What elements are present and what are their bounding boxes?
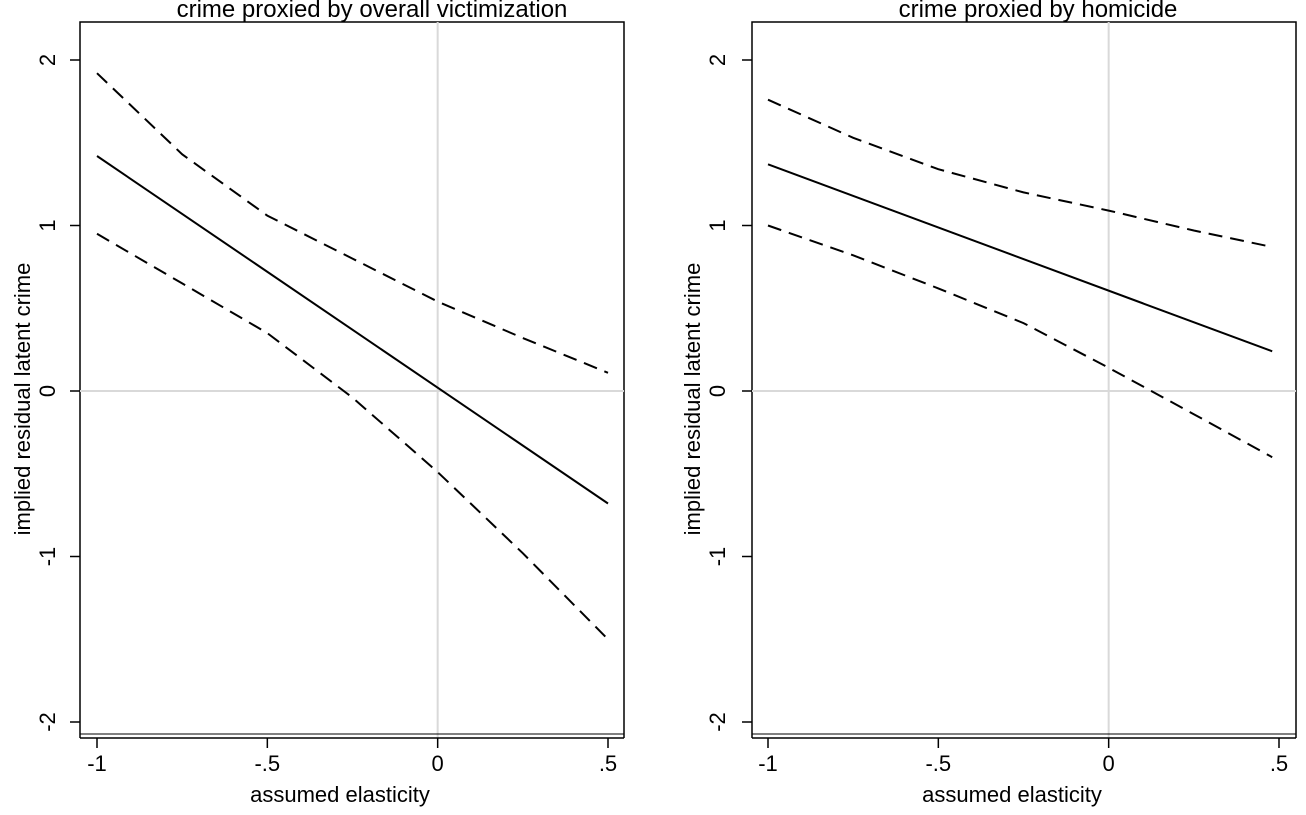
chart-title: crime proxied by overall victimization bbox=[177, 0, 568, 23]
y-tick-label: -2 bbox=[35, 712, 60, 732]
y-tick-label: 0 bbox=[35, 385, 60, 397]
chart-title: crime proxied by homicide bbox=[899, 0, 1178, 23]
plot-frame bbox=[751, 21, 1297, 738]
chart-panel-2: -1 -.5 0 .5 -2 -1 0 1 2 crime proxied by homicide… bbox=[680, 0, 1297, 807]
point-estimate-line bbox=[96, 155, 609, 505]
x-tick-label: -.5 bbox=[254, 751, 280, 776]
y-tick-label: -2 bbox=[705, 712, 730, 732]
x-tick-label: -.5 bbox=[925, 751, 951, 776]
confidence-band-line bbox=[96, 232, 609, 641]
confidence-band-line bbox=[767, 224, 1273, 459]
y-tick-label: -1 bbox=[35, 547, 60, 567]
y-axis-label: implied residual latent crime bbox=[10, 263, 35, 536]
chart-panel-1: -1 -.5 0 .5 -2 -1 0 1 2 crime proxied by overall … bbox=[10, 0, 625, 807]
y-tick-label: 2 bbox=[35, 54, 60, 66]
y-tick-label: 1 bbox=[705, 219, 730, 231]
confidence-band-line bbox=[96, 72, 609, 374]
y-axis-label: implied residual latent crime bbox=[680, 263, 705, 536]
x-tick-label: .5 bbox=[599, 751, 617, 776]
y-tick-label: 1 bbox=[35, 219, 60, 231]
x-axis-label: assumed elasticity bbox=[250, 782, 430, 807]
x-tick-label: -1 bbox=[758, 751, 778, 776]
y-tick-label: 2 bbox=[705, 54, 730, 66]
x-axis-label: assumed elasticity bbox=[922, 782, 1102, 807]
y-tick-label: 0 bbox=[705, 385, 730, 397]
x-tick-label: 0 bbox=[1103, 751, 1115, 776]
point-estimate-line bbox=[767, 163, 1273, 353]
confidence-band-line bbox=[767, 98, 1273, 248]
y-tick-label: -1 bbox=[705, 547, 730, 567]
plot-frame bbox=[79, 21, 625, 738]
x-tick-label: .5 bbox=[1270, 751, 1288, 776]
x-tick-label: 0 bbox=[432, 751, 444, 776]
x-tick-label: -1 bbox=[87, 751, 107, 776]
